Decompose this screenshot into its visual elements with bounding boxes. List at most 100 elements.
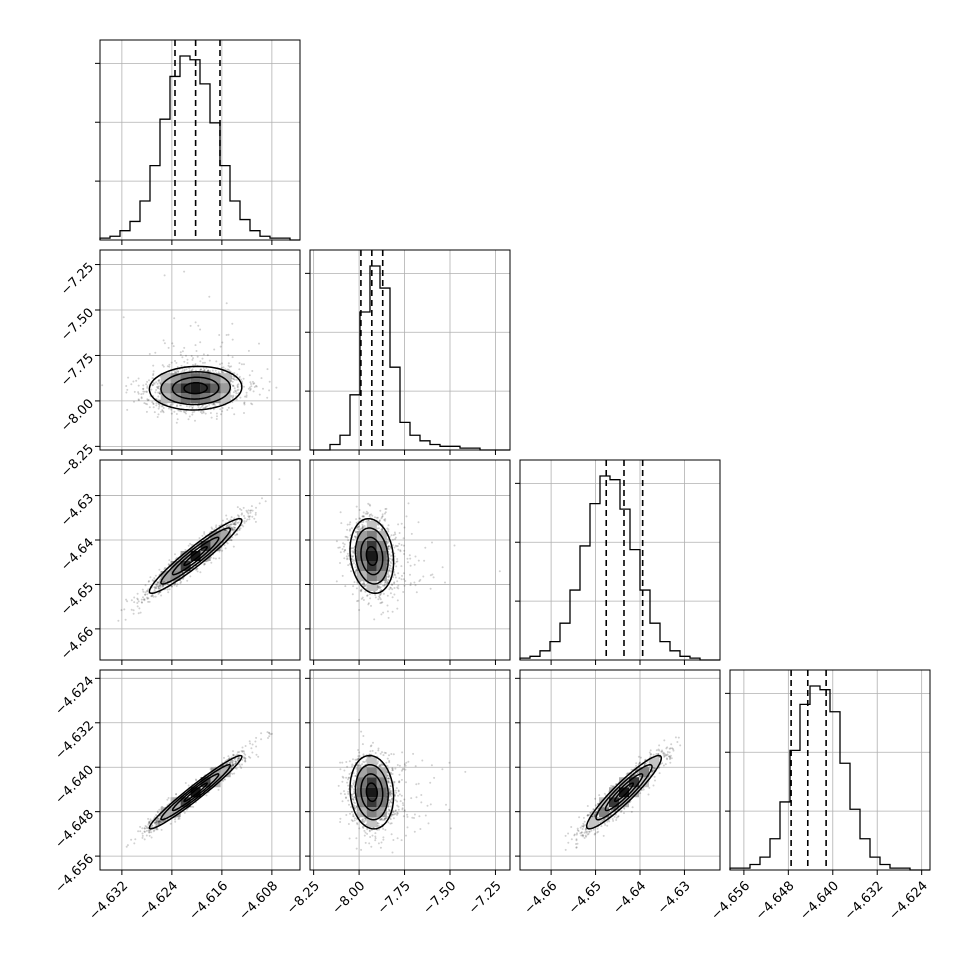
sample-point: [146, 386, 149, 389]
contour-line: [148, 754, 243, 830]
sample-point: [396, 580, 399, 583]
sample-point: [187, 784, 190, 787]
sample-point: [358, 609, 361, 611]
sample-point: [258, 393, 261, 396]
sample-point: [351, 765, 353, 768]
sample-point: [352, 797, 354, 800]
sample-point: [183, 270, 186, 273]
sample-point: [137, 398, 140, 401]
sample-point: [199, 368, 202, 371]
sample-point: [172, 345, 175, 348]
sample-point: [231, 764, 234, 767]
sample-point: [142, 390, 145, 393]
sample-point: [154, 574, 157, 577]
sample-point: [361, 818, 364, 821]
sample-point: [388, 568, 391, 571]
sample-point: [157, 407, 160, 410]
sample-point: [174, 818, 176, 821]
sample-point: [221, 362, 223, 365]
sample-point: [152, 374, 155, 377]
sample-point: [260, 738, 263, 741]
sample-point: [158, 379, 160, 382]
sample-point: [226, 542, 229, 545]
sample-point: [338, 546, 341, 549]
sample-point: [362, 525, 365, 528]
sample-point: [387, 573, 390, 576]
sample-point: [398, 781, 401, 784]
sample-point: [611, 818, 614, 820]
sample-point: [243, 363, 245, 366]
sample-point: [240, 363, 243, 366]
sample-point: [148, 831, 151, 834]
sample-point: [125, 598, 128, 601]
sample-point: [362, 818, 364, 821]
sample-point: [358, 827, 361, 830]
sample-point: [361, 596, 364, 599]
sample-point: [225, 514, 228, 517]
sample-point: [148, 353, 151, 355]
sample-point: [229, 523, 232, 526]
sample-point: [364, 590, 367, 593]
sample-point: [229, 526, 232, 529]
sample-point: [390, 534, 393, 537]
sample-point: [363, 583, 365, 586]
sample-point: [236, 514, 239, 517]
sample-point: [234, 390, 237, 393]
sample-point: [141, 836, 144, 839]
sample-point: [141, 834, 144, 837]
sample-point: [232, 753, 235, 756]
sample-point: [236, 533, 239, 536]
sample-point: [395, 560, 398, 563]
sample-point: [415, 796, 418, 799]
sample-point: [610, 809, 613, 812]
density-cell: [160, 373, 171, 384]
sample-point: [241, 746, 244, 749]
sample-point: [398, 542, 401, 545]
sample-point: [226, 762, 229, 765]
sample-point: [389, 555, 392, 557]
density-cell: [366, 757, 377, 768]
density-cell: [200, 541, 211, 551]
sample-point: [147, 398, 150, 401]
sample-point: [348, 837, 351, 840]
sample-point: [144, 825, 147, 827]
sample-point: [414, 765, 417, 768]
sample-point: [343, 557, 346, 560]
sample-point: [267, 737, 269, 739]
sample-point: [235, 378, 238, 381]
sample-point: [252, 382, 255, 385]
sample-point: [232, 523, 234, 526]
sample-point: [197, 324, 200, 327]
sample-point: [178, 817, 181, 820]
sample-point: [216, 415, 218, 418]
sample-point: [390, 753, 393, 755]
sample-point: [174, 582, 177, 585]
sample-point: [235, 767, 238, 770]
sample-point: [254, 740, 257, 743]
density-shading: [160, 531, 231, 581]
sample-point: [169, 822, 172, 825]
sample-point: [165, 819, 168, 821]
scatter-panel-1-2: [305, 459, 511, 665]
sample-point: [239, 765, 242, 768]
density-cell: [366, 797, 377, 808]
sample-point: [404, 764, 407, 767]
sample-point: [270, 732, 273, 735]
sample-point: [183, 360, 186, 363]
sample-point: [335, 540, 338, 543]
sample-point: [339, 562, 341, 564]
sample-point: [150, 831, 153, 834]
histogram-step: [99, 55, 300, 241]
sample-point: [373, 618, 376, 621]
sample-point: [389, 781, 392, 784]
sample-point: [153, 589, 156, 592]
sample-point: [194, 321, 197, 324]
sample-point: [157, 821, 160, 823]
sample-point: [181, 350, 184, 353]
sample-point: [353, 562, 355, 565]
sample-point: [143, 830, 146, 833]
sample-point: [160, 405, 163, 408]
sample-point: [176, 404, 179, 407]
sample-point: [232, 754, 235, 757]
sample-point: [373, 590, 375, 593]
